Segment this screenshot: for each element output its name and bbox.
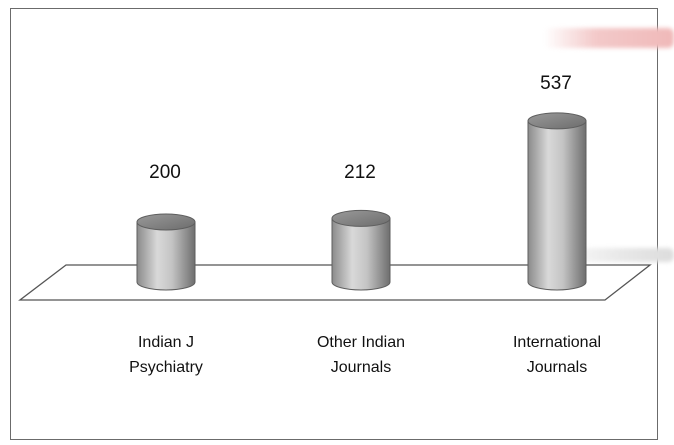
bar-0 xyxy=(136,213,196,291)
category-label: Other Indian xyxy=(317,334,405,351)
data-label: 200 xyxy=(149,162,181,183)
bar-body xyxy=(136,221,196,291)
bars-group xyxy=(136,112,587,291)
data-label: 537 xyxy=(540,73,572,94)
category-label: Journals xyxy=(527,359,587,376)
category-label: International xyxy=(513,334,601,351)
bar-top xyxy=(527,112,587,130)
bar-1 xyxy=(331,209,391,291)
data-label: 212 xyxy=(344,162,376,183)
bar-top xyxy=(331,209,391,227)
category-label: Journals xyxy=(331,359,391,376)
edge-decoration xyxy=(544,28,674,48)
category-label: Indian J xyxy=(138,334,194,351)
bar-body xyxy=(331,217,391,291)
bar-body xyxy=(527,120,587,291)
labels-group: 200 Indian J Psychiatry 212 Other Indian Jour… xyxy=(129,73,601,376)
bar-2 xyxy=(527,112,587,291)
category-label: Psychiatry xyxy=(129,359,203,376)
bar-top xyxy=(136,213,196,231)
